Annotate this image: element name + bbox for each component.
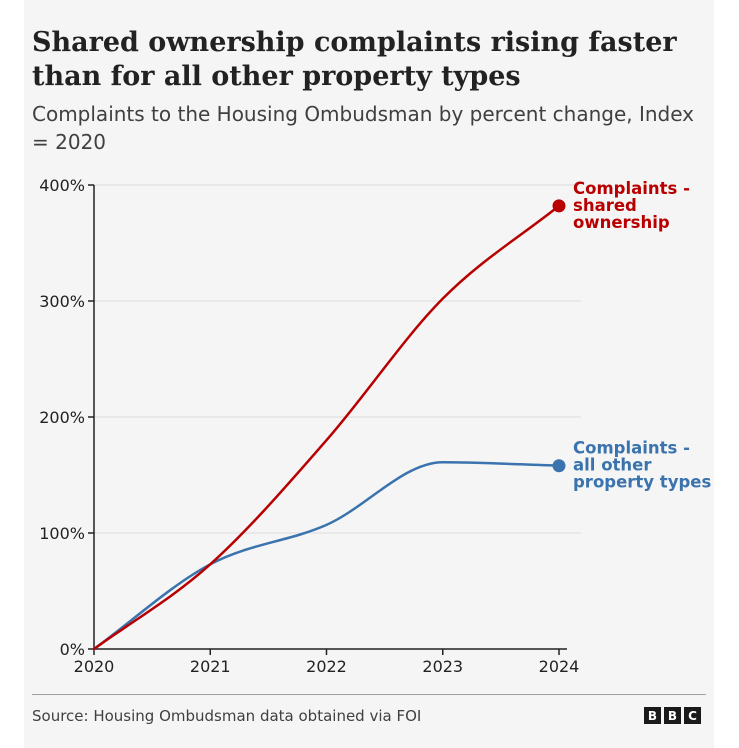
- x-tick-label: 2020: [74, 657, 115, 676]
- x-tick-label: 2022: [306, 657, 347, 676]
- chart-title: Shared ownership complaints rising faste…: [32, 27, 677, 92]
- chart-card: Shared ownership complaints rising faste…: [24, 0, 714, 748]
- series-label: shared: [573, 196, 637, 215]
- y-tick-label: 0%: [60, 640, 85, 659]
- series-label: Complaints -: [573, 179, 690, 198]
- y-axis-ticks: 0% 100% 200% 300% 400%: [39, 176, 94, 659]
- y-tick-label: 300%: [39, 292, 85, 311]
- series-label: Complaints -: [573, 439, 690, 458]
- chart-subtitle: Complaints to the Housing Ombudsman by p…: [32, 102, 695, 154]
- logo-letter-b2: B: [664, 707, 681, 724]
- series-line-other-property: [92, 460, 561, 651]
- series-label: property types: [573, 473, 711, 492]
- line-chart: 0%100%200%300%400% 2020 2021 2022 2023 2024 …: [39, 176, 711, 676]
- x-tick-label: 2021: [190, 657, 231, 676]
- series-label: all other: [573, 456, 652, 475]
- footer-divider: [32, 694, 706, 695]
- series-end-point: [552, 459, 566, 473]
- series-label: ownership: [573, 213, 670, 232]
- series-lines: [92, 199, 566, 651]
- logo-letter-b1: B: [644, 707, 661, 724]
- bbc-logo: B B C: [644, 707, 701, 724]
- series-end-point: [552, 199, 566, 213]
- y-tick-label: 400%: [39, 176, 85, 195]
- logo-letter-c: C: [684, 707, 701, 724]
- source-note: Source: Housing Ombudsman data obtained …: [32, 707, 422, 725]
- x-tick-label: 2023: [422, 657, 463, 676]
- y-tick-label: 200%: [39, 408, 85, 427]
- y-tick-label: 100%: [39, 524, 85, 543]
- x-axis-ticks: 2020 2021 2022 2023 2024: [74, 649, 580, 676]
- grid-lines: [94, 184, 581, 534]
- x-tick-label: 2024: [539, 657, 580, 676]
- series-line-shared-ownership: [92, 204, 561, 651]
